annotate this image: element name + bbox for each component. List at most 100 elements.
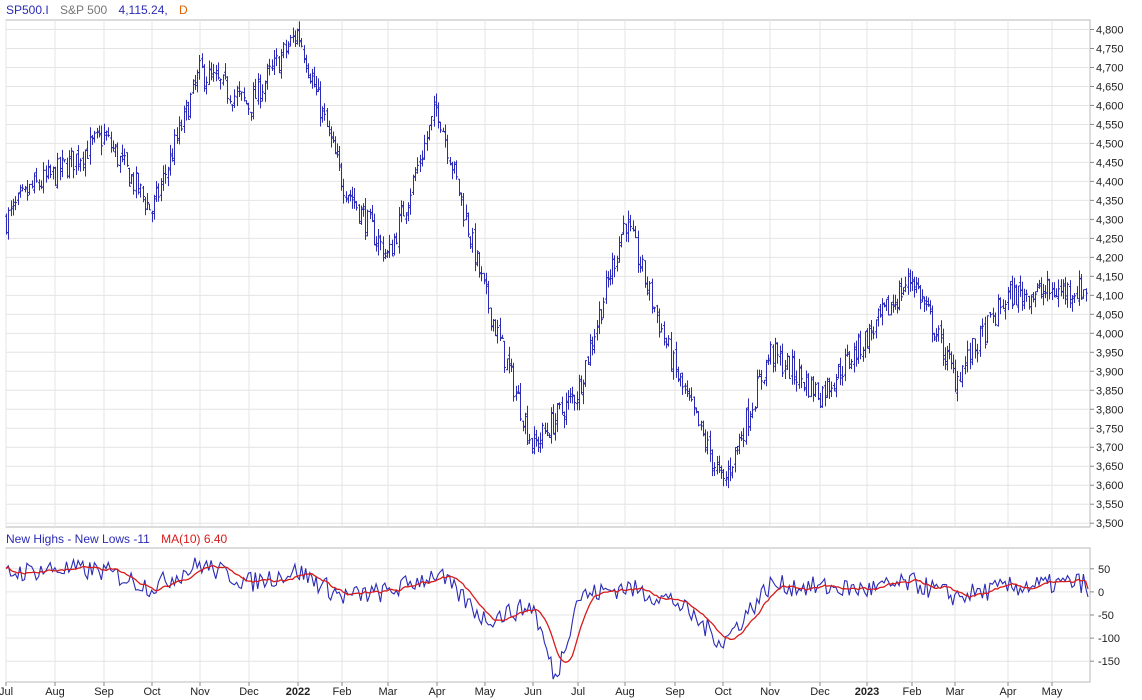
price-bar	[803, 381, 806, 392]
price-bar	[709, 430, 712, 462]
price-bar	[128, 167, 131, 187]
price-bar	[716, 456, 719, 475]
price-tick-label: 4,650	[1096, 81, 1124, 93]
price-bar	[215, 64, 218, 82]
price-bar	[913, 276, 916, 298]
price-bar	[644, 260, 647, 288]
price-bar	[323, 103, 326, 121]
price-bar	[499, 317, 502, 342]
price-bar	[573, 394, 576, 411]
price-bar	[332, 131, 335, 144]
x-tick-label: Nov	[760, 686, 780, 698]
price-bar	[42, 162, 45, 194]
price-bar	[426, 131, 429, 151]
price-bar	[261, 84, 264, 102]
price-bar	[480, 266, 483, 282]
price-bar	[243, 87, 246, 102]
price-bar	[311, 68, 314, 89]
price-bar	[47, 159, 50, 180]
price-bar	[969, 342, 972, 370]
price-bar	[526, 405, 529, 445]
price-bar	[544, 422, 547, 434]
x-tick-label: Mar	[946, 686, 965, 698]
price-bar	[1030, 294, 1033, 315]
price-bar	[257, 73, 260, 105]
indicator-tick-label: -50	[1098, 610, 1114, 622]
price-bar	[541, 422, 544, 449]
price-bar	[515, 385, 518, 401]
indicator-header: New Highs - New Lows -11 MA(10) 6.40	[6, 532, 228, 546]
price-tick-label: 4,250	[1096, 233, 1124, 245]
price-bar	[366, 209, 369, 237]
price-bar	[203, 64, 206, 92]
price-bar	[212, 63, 215, 82]
price-bar	[754, 406, 757, 412]
price-bar	[31, 180, 34, 189]
price-bar	[681, 372, 684, 395]
price-bar	[992, 307, 995, 324]
price-bar	[1021, 281, 1024, 311]
price-bar	[546, 422, 549, 437]
price-bar	[846, 344, 849, 357]
price-bar	[670, 332, 673, 372]
price-bar	[379, 234, 382, 251]
price-tick-label: 4,800	[1096, 24, 1124, 36]
price-bar	[1062, 279, 1065, 300]
indicator-tick-label: -100	[1098, 633, 1120, 645]
price-bar	[1069, 280, 1072, 309]
price-bar	[315, 75, 318, 96]
price-bar	[93, 130, 96, 143]
price-bar	[1080, 273, 1083, 300]
price-bar	[784, 360, 787, 379]
price-bar	[471, 227, 474, 253]
price-bar	[944, 347, 947, 370]
price-bar	[490, 307, 493, 331]
price-bar	[176, 127, 179, 144]
price-bar	[539, 432, 542, 453]
price-tick-label: 3,750	[1096, 423, 1124, 435]
price-bar	[1007, 286, 1010, 311]
x-tick-label: Dec	[810, 686, 830, 698]
price-bar	[919, 285, 922, 310]
price-bar	[282, 41, 285, 59]
price-bar	[697, 410, 700, 427]
price-bar	[409, 188, 412, 215]
price-bar	[430, 116, 433, 131]
price-bar	[725, 471, 728, 487]
price-bar	[1051, 282, 1054, 301]
price-bar	[616, 255, 619, 272]
price-bar	[338, 146, 341, 171]
price-bar	[369, 208, 372, 220]
price-bar	[629, 215, 632, 232]
price-bar	[940, 320, 943, 344]
price-bar	[1025, 289, 1028, 302]
price-bar	[178, 116, 181, 145]
price-bar	[651, 278, 654, 314]
price-bar	[788, 355, 791, 380]
price-bar	[336, 143, 339, 158]
price-bar	[923, 296, 926, 312]
price-bar	[373, 213, 376, 246]
price-bar	[565, 392, 568, 426]
price-bar	[767, 354, 770, 365]
price-bar	[266, 63, 269, 90]
x-tick-label: May	[475, 686, 496, 698]
price-bar	[679, 373, 682, 387]
price-bar	[292, 27, 295, 43]
price-bar	[68, 150, 71, 179]
price-bar	[201, 53, 204, 69]
price-bar	[362, 203, 365, 217]
price-bar	[375, 236, 378, 252]
price-tick-label: 4,300	[1096, 214, 1124, 226]
price-bar	[388, 234, 391, 258]
x-tick-label: Sep	[665, 686, 685, 698]
price-bar	[407, 202, 410, 222]
price-tick-label: 3,850	[1096, 385, 1124, 397]
x-tick-label: Jul	[0, 686, 13, 698]
price-bar	[119, 155, 122, 173]
indicator-y-axis: 50 0 -50 -100 -150	[1090, 564, 1120, 668]
indicator-tick-label: -150	[1098, 656, 1120, 668]
price-bar	[103, 123, 106, 145]
price-bar	[639, 256, 642, 273]
price-bar	[971, 338, 974, 366]
